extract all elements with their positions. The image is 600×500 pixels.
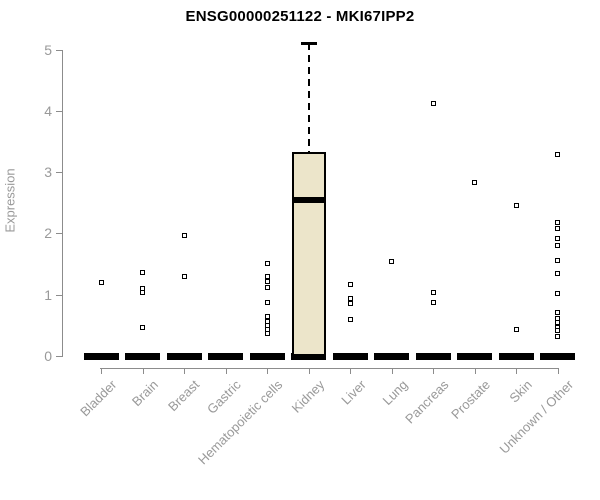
outlier-point xyxy=(555,257,560,263)
x-axis-tick xyxy=(225,368,227,374)
boxplot-zero-bar xyxy=(498,352,534,360)
outlier-point xyxy=(430,289,436,295)
x-axis-tick xyxy=(184,368,185,374)
outlier-point xyxy=(555,151,560,157)
outlier-point xyxy=(264,330,270,336)
x-axis-tick xyxy=(474,368,476,374)
y-axis-tick xyxy=(56,49,62,51)
outlier-point xyxy=(98,279,104,285)
y-axis-tick xyxy=(56,172,62,174)
y-axis-tick xyxy=(56,233,62,235)
outlier-point xyxy=(555,309,560,315)
x-category-label: Unknown / Other xyxy=(496,377,577,457)
y-axis-tick-label: 2 xyxy=(44,225,52,242)
y-axis-tick-label: 3 xyxy=(44,164,52,181)
x-category-label: Breast xyxy=(165,377,203,415)
outlier-point xyxy=(513,202,519,208)
boxplot-zero-bar xyxy=(249,352,285,360)
outlier-point xyxy=(555,242,560,248)
outlier-point xyxy=(513,326,519,332)
boxplot-zero-bar xyxy=(125,352,160,360)
outlier-point xyxy=(430,100,436,106)
outlier-point xyxy=(555,225,560,231)
y-axis-tick xyxy=(56,294,62,296)
boxplot-whisker-cap xyxy=(300,42,317,46)
x-category-label: Brain xyxy=(129,377,162,410)
outlier-point xyxy=(264,260,270,266)
x-axis-tick xyxy=(433,368,434,374)
chart-title: ENSG00000251122 - MKI67IPP2 xyxy=(185,8,415,25)
y-axis-tick-label: 4 xyxy=(44,102,52,119)
boxplot-zero-bar xyxy=(374,352,409,360)
outlier-point xyxy=(555,270,560,276)
x-category-label: Skin xyxy=(506,377,535,406)
outlier-point xyxy=(555,328,560,334)
outlier-point xyxy=(347,296,353,302)
outlier-point xyxy=(181,273,187,279)
x-axis-tick xyxy=(516,368,517,374)
outlier-point xyxy=(555,333,560,339)
x-category-label: Gastric xyxy=(204,377,245,417)
boxplot-box xyxy=(291,152,326,356)
y-axis-tick-label: 1 xyxy=(44,286,52,303)
boxplot-zero-bar xyxy=(291,352,326,360)
outlier-point xyxy=(181,232,187,238)
outlier-point xyxy=(264,299,270,305)
boxplot-median xyxy=(293,196,324,203)
outlier-point xyxy=(264,273,270,279)
x-axis-tick xyxy=(101,368,102,374)
boxplot-zero-bar xyxy=(208,352,243,360)
outlier-point xyxy=(555,219,560,225)
outlier-point xyxy=(472,180,477,186)
outlier-point xyxy=(555,290,560,296)
x-category-label: Liver xyxy=(338,377,369,408)
outlier-point xyxy=(555,235,560,241)
x-axis-tick xyxy=(142,368,144,374)
x-axis-line xyxy=(100,368,559,369)
y-axis-line xyxy=(62,49,63,357)
outlier-point xyxy=(347,281,353,287)
x-axis-tick xyxy=(557,368,559,374)
boxplot-zero-bar xyxy=(457,352,492,360)
boxplot-whisker xyxy=(307,43,310,153)
boxplot-zero-bar xyxy=(83,352,119,360)
x-category-label: Pancreas xyxy=(402,377,452,427)
outlier-point xyxy=(430,299,436,305)
y-axis-tick xyxy=(56,356,62,357)
x-category-label: Lung xyxy=(379,377,411,409)
x-axis-tick xyxy=(267,368,268,374)
outlier-point xyxy=(140,269,145,275)
x-category-label: Kidney xyxy=(288,377,328,416)
boxplot-zero-bar xyxy=(332,352,368,360)
outlier-point xyxy=(140,290,145,296)
x-axis-tick xyxy=(308,368,310,374)
boxplot-zero-bar xyxy=(415,352,451,360)
boxplot-zero-bar xyxy=(540,352,575,360)
y-axis-tick xyxy=(56,110,62,112)
outlier-point xyxy=(140,324,145,330)
boxplot-zero-bar xyxy=(166,352,202,360)
x-category-label: Prostate xyxy=(448,377,494,422)
x-axis-tick xyxy=(391,368,393,374)
y-axis-tick-label: 5 xyxy=(44,41,52,58)
y-axis-tick-label: 0 xyxy=(44,348,52,364)
outlier-point xyxy=(264,284,270,290)
outlier-point xyxy=(347,301,353,307)
outlier-point xyxy=(264,279,270,285)
x-category-label: Bladder xyxy=(77,377,120,420)
outlier-point xyxy=(347,317,353,323)
x-axis-tick xyxy=(350,368,351,374)
outlier-point xyxy=(389,259,394,265)
